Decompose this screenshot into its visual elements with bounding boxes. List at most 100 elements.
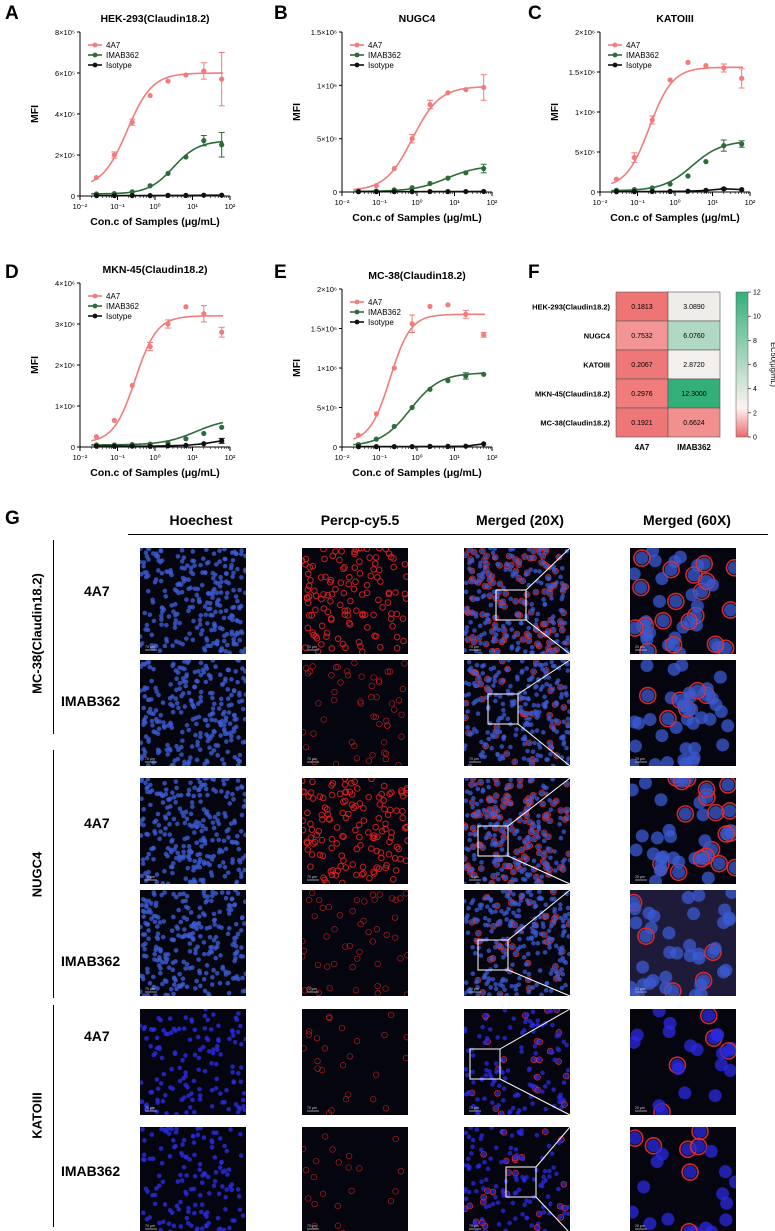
nucleus: [715, 1046, 729, 1060]
nucleus: [187, 631, 192, 636]
nucleus: [240, 1213, 246, 1218]
nucleus: [534, 923, 539, 929]
nucleus: [219, 701, 224, 707]
nucleus: [509, 827, 515, 832]
nucleus: [155, 931, 161, 936]
nucleus: [470, 1053, 476, 1058]
nucleus: [630, 567, 641, 581]
nucleus: [489, 629, 495, 634]
heatmap-row-label: MC-38(Claudin18.2): [540, 419, 610, 428]
nucleus: [173, 779, 179, 784]
nucleus: [566, 756, 570, 761]
data-point-imab362: [219, 142, 225, 148]
nucleus: [493, 1194, 498, 1200]
nucleus: [140, 740, 144, 746]
x-tick-label: 10⁻²: [335, 198, 350, 207]
nucleus: [240, 975, 245, 981]
nucleus: [553, 964, 558, 969]
nucleus: [464, 589, 469, 595]
membrane-stain: [376, 677, 383, 684]
nucleus: [483, 1073, 489, 1078]
nucleus: [499, 715, 505, 721]
nucleus: [507, 818, 513, 823]
nucleus: [235, 1109, 241, 1115]
membrane-stain: [321, 876, 328, 884]
nucleus: [564, 745, 569, 751]
nucleus: [527, 555, 533, 561]
nucleus: [177, 971, 182, 977]
nucleus: [559, 627, 565, 633]
nucleus: [214, 1076, 219, 1082]
nucleus: [479, 663, 485, 669]
nucleus: [192, 1152, 197, 1158]
nucleus: [532, 1043, 538, 1049]
membrane-stain: [302, 778, 306, 785]
membrane-stain: [479, 611, 487, 618]
nucleus: [164, 622, 169, 628]
nucleus: [510, 700, 516, 706]
nucleus: [180, 976, 186, 982]
nucleus: [527, 1066, 532, 1072]
nucleus: [223, 972, 229, 977]
nucleus: [506, 1193, 511, 1199]
nucleus: [161, 919, 167, 924]
nucleus: [191, 1078, 197, 1084]
nucleus: [206, 672, 212, 678]
data-point-isotype: [409, 189, 415, 195]
y-tick-label: 4×10⁵: [55, 110, 75, 119]
nucleus: [187, 1105, 193, 1110]
nucleus: [170, 790, 175, 795]
nucleus: [493, 986, 499, 992]
nucleus: [197, 747, 203, 752]
nucleus: [198, 562, 203, 568]
nucleus: [550, 967, 555, 973]
nucleus: [211, 1183, 217, 1188]
nucleus: [191, 830, 197, 835]
membrane-stain: [563, 806, 570, 814]
nucleus: [232, 902, 238, 907]
nucleus: [225, 980, 231, 986]
nucleus: [509, 1133, 515, 1138]
nucleus: [205, 894, 211, 899]
nucleus: [204, 926, 210, 931]
membrane-stain: [319, 794, 327, 802]
membrane-stain: [541, 1128, 549, 1135]
nucleus: [543, 670, 548, 676]
membrane-stain: [699, 1009, 718, 1025]
membrane-stain: [314, 961, 321, 969]
nucleus: [643, 1217, 657, 1231]
membrane-stain: [312, 592, 320, 600]
nucleus: [172, 1050, 178, 1055]
nucleus: [490, 639, 496, 644]
nucleus: [146, 736, 151, 742]
data-point-isotype: [129, 443, 135, 449]
nucleus: [203, 612, 209, 618]
membrane-stain: [393, 843, 401, 851]
data-point-imab362: [219, 424, 225, 430]
nucleus: [558, 1215, 564, 1220]
nucleus: [490, 976, 496, 982]
nucleus: [532, 904, 538, 910]
legend-label: Isotype: [368, 318, 394, 327]
nucleus: [507, 1150, 513, 1156]
micro-background: [302, 890, 408, 996]
nucleus: [167, 1207, 173, 1213]
line-isotype: [358, 443, 484, 448]
nucleus: [476, 808, 482, 814]
membrane-stain: [337, 579, 345, 586]
nucleus: [550, 936, 555, 942]
nucleus: [478, 953, 484, 958]
nucleus: [218, 953, 223, 958]
nucleus: [178, 1199, 183, 1205]
nucleus: [177, 891, 183, 897]
nucleus: [464, 580, 469, 586]
nucleus: [464, 1206, 468, 1212]
nucleus: [187, 879, 193, 884]
nucleus: [492, 548, 498, 551]
nucleus: [519, 1049, 524, 1054]
nucleus: [490, 1201, 496, 1207]
membrane-stain: [326, 578, 334, 586]
nucleus: [199, 582, 205, 588]
membrane-stain: [469, 778, 477, 782]
nucleus: [142, 662, 148, 667]
